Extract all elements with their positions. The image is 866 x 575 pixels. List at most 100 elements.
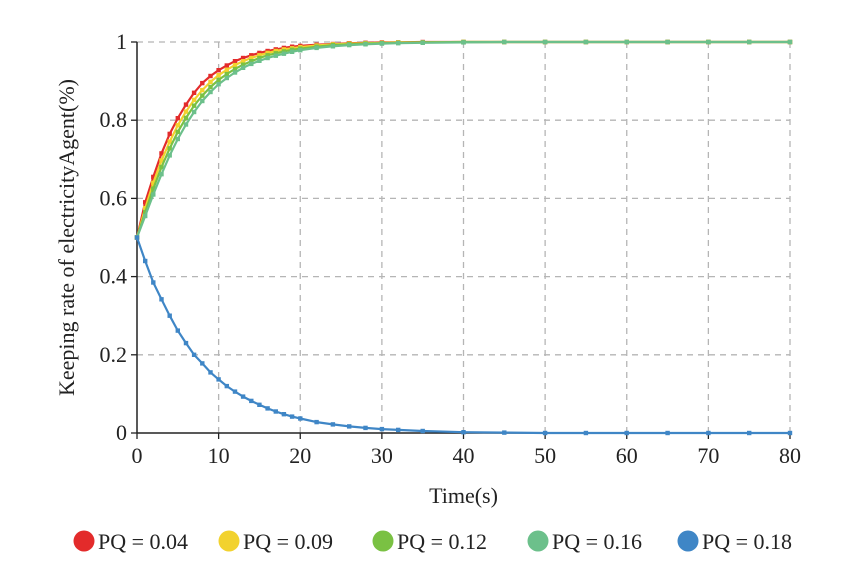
series-3 (134, 39, 793, 240)
legend-marker-1 (218, 530, 240, 552)
series-2-point-14 (249, 59, 254, 64)
series-4-point-4 (167, 313, 172, 318)
series-3-point-33 (665, 39, 670, 45)
series-1-point-11 (224, 67, 229, 72)
legend-marker-4 (677, 530, 699, 552)
series-0-point-13 (240, 55, 246, 61)
series-4-point-17 (273, 409, 278, 414)
series-3-point-23 (347, 42, 352, 48)
series-4-point-20 (298, 416, 303, 421)
series-3-point-28 (461, 40, 466, 45)
legend-label-2: PQ = 0.12 (397, 529, 487, 554)
series-2-point-13 (240, 62, 246, 67)
series-4-point-5 (175, 328, 180, 333)
series-1-point-7 (191, 97, 197, 103)
y-tick-label-1: 0.2 (100, 342, 128, 367)
series-0-point-11 (224, 63, 229, 68)
series-2-point-12 (232, 66, 238, 72)
series-4-point-23 (347, 424, 352, 429)
series-3-point-13 (240, 65, 246, 70)
series-3-point-21 (314, 45, 319, 51)
series-4-point-11 (224, 383, 229, 389)
legend-label-3: PQ = 0.16 (552, 529, 642, 554)
series-4-point-10 (216, 377, 221, 382)
legend-marker-3 (527, 530, 549, 552)
series-4-point-21 (314, 419, 319, 425)
series-1-point-15 (257, 53, 262, 58)
legend-marker-2 (372, 530, 394, 552)
series-1-point-14 (249, 55, 254, 61)
series-4-point-28 (461, 430, 466, 435)
series-0-point-1 (143, 200, 148, 205)
series-4-point-15 (257, 402, 262, 407)
y-axis-label: Keeping rate of electricityAgent(%) (54, 79, 79, 396)
series-3-point-3 (159, 172, 164, 177)
x-tick-label-5: 50 (534, 443, 556, 468)
series-3-point-7 (191, 109, 197, 115)
series-4-point-36 (787, 430, 793, 436)
series-4-point-24 (363, 425, 368, 431)
series-4-point-19 (289, 414, 295, 419)
x-axis-label: Time(s) (429, 483, 498, 508)
series-2-point-1 (143, 209, 148, 215)
legend-label-0: PQ = 0.04 (98, 529, 188, 554)
series-0-point-3 (159, 151, 164, 156)
series-0-point-6 (183, 102, 189, 107)
series-3-point-6 (183, 122, 189, 127)
series-3-point-36 (787, 39, 793, 45)
series-4-point-27 (420, 428, 425, 434)
series-3-point-35 (747, 39, 752, 45)
series-3-point-8 (200, 98, 205, 104)
x-tick-label-3: 30 (371, 443, 393, 468)
series-0-point-7 (191, 90, 197, 95)
series-4-point-29 (502, 430, 507, 435)
series-4-point-1 (143, 258, 148, 264)
x-tick-label-2: 20 (289, 443, 311, 468)
series-4-point-30 (542, 430, 548, 436)
series-1-point-17 (273, 48, 278, 54)
series-4-point-16 (265, 406, 270, 411)
series-2-point-18 (281, 49, 287, 54)
series-lines (134, 39, 793, 436)
series-0-point-9 (208, 73, 213, 79)
series-3-point-1 (143, 213, 148, 219)
series-3-point-17 (273, 53, 278, 58)
series-2-point-3 (159, 164, 164, 170)
x-tick-label-8: 80 (779, 443, 801, 468)
series-2-point-7 (191, 103, 197, 108)
x-tick-label-1: 10 (208, 443, 230, 468)
series-4-point-13 (240, 394, 246, 399)
series-3-point-25 (379, 41, 385, 46)
series-4-point-6 (183, 340, 189, 346)
series-3-point-27 (420, 40, 425, 45)
series-1-point-5 (175, 123, 180, 128)
series-3-point-26 (396, 41, 401, 46)
series-4-point-3 (159, 297, 164, 302)
x-tick-label-0: 0 (132, 443, 143, 468)
series-3-point-15 (257, 58, 262, 63)
series-1-point-4 (167, 139, 172, 144)
series-3-point-5 (175, 136, 180, 142)
series-1-point-10 (216, 73, 221, 78)
series-4-point-32 (624, 430, 629, 436)
series-4-point-2 (151, 280, 156, 285)
series-1-point-8 (200, 87, 205, 93)
x-tick-label-4: 40 (453, 443, 475, 468)
series-4-point-18 (281, 412, 287, 417)
series-1-point-9 (208, 79, 213, 85)
series-3-point-34 (706, 39, 711, 45)
series-3-point-14 (249, 61, 254, 67)
series-4-point-25 (379, 426, 385, 432)
series-3-point-16 (265, 55, 270, 61)
series-0-point-2 (151, 174, 156, 180)
series-3-point-9 (208, 89, 213, 95)
series-4-point-35 (747, 430, 752, 436)
y-tick-label-3: 0.6 (100, 185, 128, 210)
series-2-point-10 (216, 77, 221, 83)
series-3-point-32 (624, 39, 629, 45)
legend-label-4: PQ = 0.18 (702, 529, 792, 554)
series-4 (134, 235, 793, 436)
series-1-point-16 (265, 50, 270, 56)
y-tick-label-2: 0.4 (100, 264, 128, 289)
